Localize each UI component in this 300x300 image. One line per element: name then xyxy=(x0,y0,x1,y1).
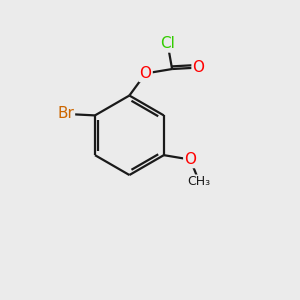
Text: O: O xyxy=(184,152,196,167)
Text: Cl: Cl xyxy=(160,37,175,52)
Text: CH₃: CH₃ xyxy=(188,175,211,188)
Text: O: O xyxy=(140,66,152,81)
Text: Br: Br xyxy=(57,106,74,122)
Text: O: O xyxy=(193,60,205,75)
